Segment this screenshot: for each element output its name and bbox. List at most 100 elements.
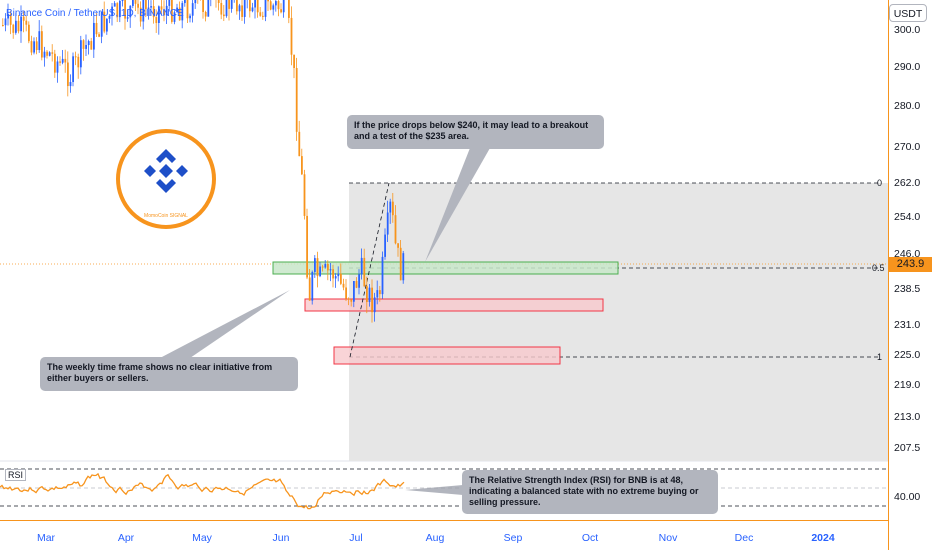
candle-body <box>43 51 46 58</box>
support-zone-green <box>272 261 619 275</box>
candle-body <box>103 11 106 32</box>
candle-body <box>69 82 72 87</box>
candle-body <box>139 7 142 22</box>
candle-body <box>158 6 160 24</box>
candle-body <box>236 0 238 12</box>
candle-body <box>126 17 129 19</box>
time-label: Nov <box>658 532 678 544</box>
price-label: 238.5 <box>894 283 921 295</box>
price-label: 262.0 <box>894 177 921 189</box>
candle-body <box>353 281 355 302</box>
candle-body <box>147 7 150 9</box>
candle-body <box>363 257 366 287</box>
currency-button[interactable]: USDT <box>889 4 927 22</box>
price-label: 219.0 <box>894 379 921 391</box>
candle-body <box>342 283 345 288</box>
candle-body <box>306 215 308 278</box>
candle-body <box>207 0 210 17</box>
candle-body <box>82 40 85 49</box>
rsi-callout[interactable]: The Relative Strength Index (RSI) for BN… <box>462 470 718 514</box>
candle-body <box>373 297 376 313</box>
candle-body <box>308 277 311 301</box>
price-label: 300.0 <box>894 24 921 36</box>
candle-body <box>30 41 33 53</box>
time-label: Dec <box>734 532 754 544</box>
candle-body <box>4 18 7 26</box>
top-callout[interactable]: If the price drops below $240, it may le… <box>347 115 604 149</box>
time-label: Oct <box>581 532 599 544</box>
candle-body <box>142 0 145 22</box>
candle-body <box>228 0 230 9</box>
candle-body <box>389 201 392 213</box>
target-zone-red <box>333 346 561 365</box>
candle-body <box>12 24 15 33</box>
candles <box>2 0 405 323</box>
symbol-title[interactable]: Binance Coin / TetherUS, 1D, BINANCE <box>6 8 184 19</box>
time-label: Sep <box>503 532 523 544</box>
candle-body <box>106 18 108 32</box>
price-label: 207.5 <box>894 442 921 454</box>
candle-body <box>173 12 176 22</box>
candle-body <box>15 20 17 33</box>
candle-body <box>275 1 277 6</box>
candle-body <box>254 0 256 8</box>
projection-area <box>349 183 888 461</box>
price-label: 290.0 <box>894 61 921 73</box>
candle-body <box>402 253 405 281</box>
candle-body <box>277 1 280 10</box>
candle-body <box>93 22 95 50</box>
candle-body <box>358 274 360 288</box>
candle-body <box>314 258 316 272</box>
left-callout[interactable]: The weekly time frame shows no clear ini… <box>40 357 298 391</box>
left-callout-pointer <box>160 290 290 358</box>
candle-body <box>100 11 103 37</box>
candle-body <box>272 5 275 10</box>
candle-body <box>280 9 282 13</box>
candle-body <box>165 5 168 16</box>
candle-body <box>293 54 295 69</box>
candle-body <box>355 281 358 288</box>
rsi-indicator-label[interactable]: RSI <box>5 469 27 481</box>
candle-body <box>181 3 184 21</box>
candle-body <box>301 156 303 175</box>
candle-body <box>386 212 389 235</box>
candle-body <box>85 45 87 49</box>
time-label: Aug <box>425 532 445 544</box>
candle-body <box>241 5 243 17</box>
candle-body <box>145 0 147 9</box>
candle-body <box>332 269 334 279</box>
candle-body <box>176 7 178 13</box>
candle-body <box>132 0 134 6</box>
candle-body <box>381 256 384 295</box>
candle-body <box>371 287 373 313</box>
candle-body <box>298 131 301 157</box>
candle-body <box>108 16 111 19</box>
candle-body <box>129 5 132 18</box>
candle-body <box>61 58 64 63</box>
candle-body <box>295 68 298 132</box>
fib-label-0-5: 0.5 <box>872 263 885 273</box>
price-label: 213.0 <box>894 411 921 423</box>
candle-body <box>35 41 38 51</box>
fib-label-0: 0 <box>877 178 883 188</box>
candle-body <box>54 53 56 73</box>
candle-body <box>337 273 340 277</box>
time-label: Apr <box>117 532 135 544</box>
candle-body <box>230 0 233 9</box>
candle-body <box>59 61 61 63</box>
candle-body <box>282 0 285 13</box>
logo-caption: MomoCoin SIGNAL <box>144 213 188 219</box>
candle-body <box>119 1 121 18</box>
candle-body <box>334 276 337 279</box>
candle-body <box>28 24 30 42</box>
candle-body <box>33 41 35 53</box>
candle-body <box>116 3 119 18</box>
candle-body <box>397 243 399 248</box>
candle-body <box>249 0 251 12</box>
candle-body <box>90 41 93 50</box>
candle-body <box>17 20 20 32</box>
candle-body <box>95 22 98 35</box>
candle-body <box>7 14 9 19</box>
candle-body <box>168 0 171 6</box>
